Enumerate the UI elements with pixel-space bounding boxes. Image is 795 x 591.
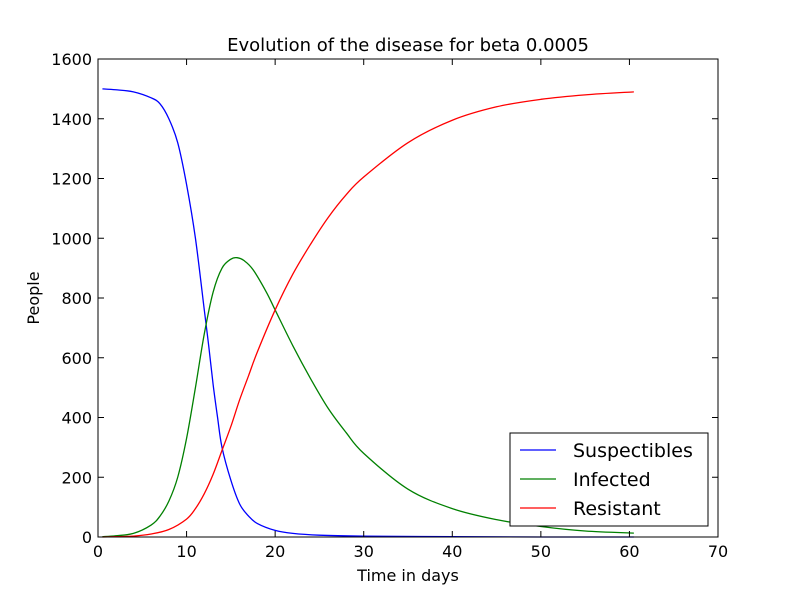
series-line-resistant: [102, 91, 634, 538]
legend-label-resistant: Resistant: [573, 498, 661, 520]
x-tick-label: 60: [619, 542, 639, 561]
x-tick-label: 50: [531, 542, 551, 561]
y-tick-label: 200: [61, 468, 92, 487]
legend-label-suspectibles: Suspectibles: [573, 440, 693, 462]
y-tick-label: 800: [61, 289, 92, 308]
legend: Suspectibles Infected Resistant: [509, 432, 709, 527]
x-tick-label: 30: [354, 542, 374, 561]
y-tick-label: 1600: [51, 50, 92, 69]
x-tick-label: 0: [93, 542, 103, 561]
x-axis-label: Time in days: [356, 566, 459, 585]
legend-label-infected: Infected: [573, 469, 651, 491]
y-tick-label: 1400: [51, 110, 92, 129]
x-tick-label: 40: [442, 542, 462, 561]
y-tick-label: 1000: [51, 229, 92, 248]
y-tick-label: 600: [61, 349, 92, 368]
y-tick-label: 1200: [51, 170, 92, 189]
series-layer: [102, 88, 634, 538]
x-tick-label: 20: [265, 542, 285, 561]
x-tick-label: 10: [176, 542, 196, 561]
ticks-layer: 0 10 20 30 40 50 60 70 0 200 400 600 800 1000 1200 1400…: [51, 50, 728, 561]
y-axis-label: People: [24, 271, 43, 324]
series-line-infected: [102, 256, 634, 538]
series-line-suspectibles: [102, 88, 634, 538]
y-tick-label: 400: [61, 409, 92, 428]
y-tick-label: 0: [82, 528, 92, 547]
x-tick-label: 70: [708, 542, 728, 561]
chart-title: Evolution of the disease for beta 0.0005: [227, 35, 589, 56]
